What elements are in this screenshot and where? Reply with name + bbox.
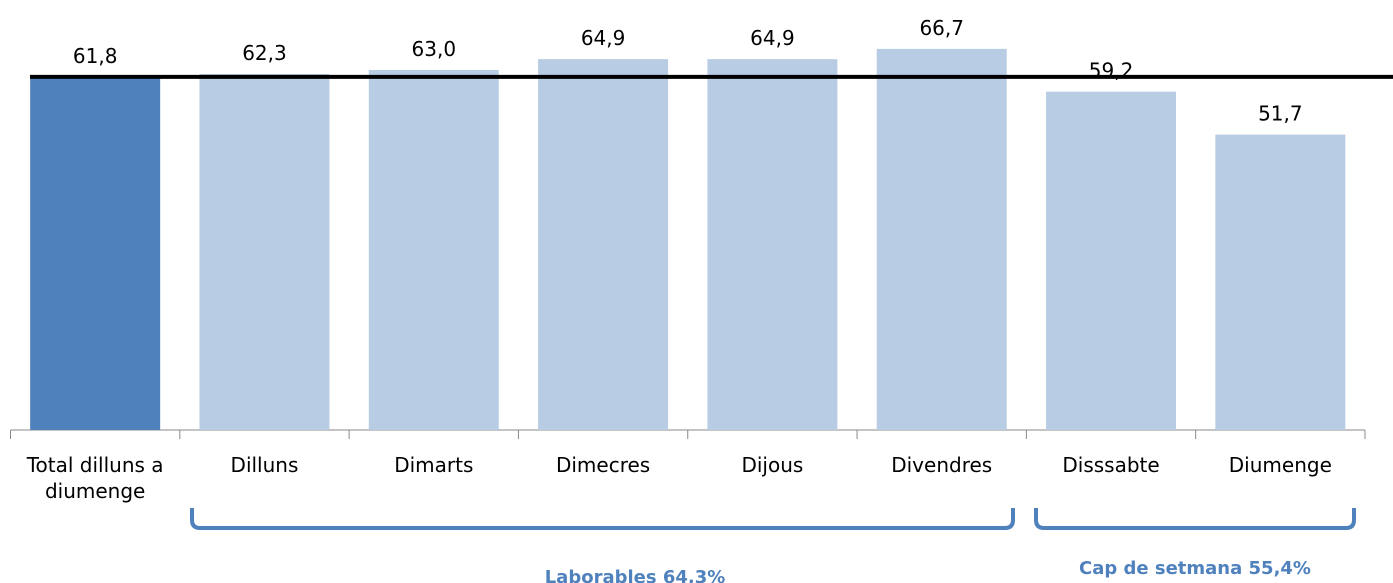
x-tick-label: Diumenge — [1228, 453, 1332, 477]
value-label: 61,8 — [73, 44, 118, 68]
value-label: 66,7 — [919, 16, 964, 40]
value-label: 63,0 — [412, 37, 457, 61]
bar — [199, 74, 330, 430]
value-label: 51,7 — [1258, 102, 1303, 126]
x-tick-label: Divendres — [891, 453, 993, 477]
bar — [707, 59, 838, 431]
x-tick-label: Dilluns — [230, 453, 299, 477]
value-label: 62,3 — [242, 41, 287, 65]
value-label: 64,9 — [581, 26, 626, 50]
bar — [538, 59, 669, 431]
annotation: Cap de setmana 55,4% — [1079, 558, 1311, 579]
value-label: 64,9 — [750, 26, 795, 50]
bar — [1215, 134, 1346, 431]
x-tick-label: Dimecres — [555, 453, 651, 477]
bar — [30, 76, 161, 430]
bar — [876, 48, 1007, 430]
bracket — [1034, 508, 1356, 530]
bar — [1046, 91, 1177, 430]
x-tick-label: Total dilluns a diumenge — [26, 453, 164, 503]
x-tick-label: Dimarts — [394, 453, 474, 477]
x-tick-label: Dijous — [741, 453, 804, 477]
bracket — [190, 508, 1015, 530]
bar — [368, 70, 499, 430]
x-tick-label: Disssabte — [1062, 453, 1160, 477]
annotation: Laborables 64,3% — [545, 567, 726, 583]
value-label: 59,2 — [1089, 59, 1134, 83]
